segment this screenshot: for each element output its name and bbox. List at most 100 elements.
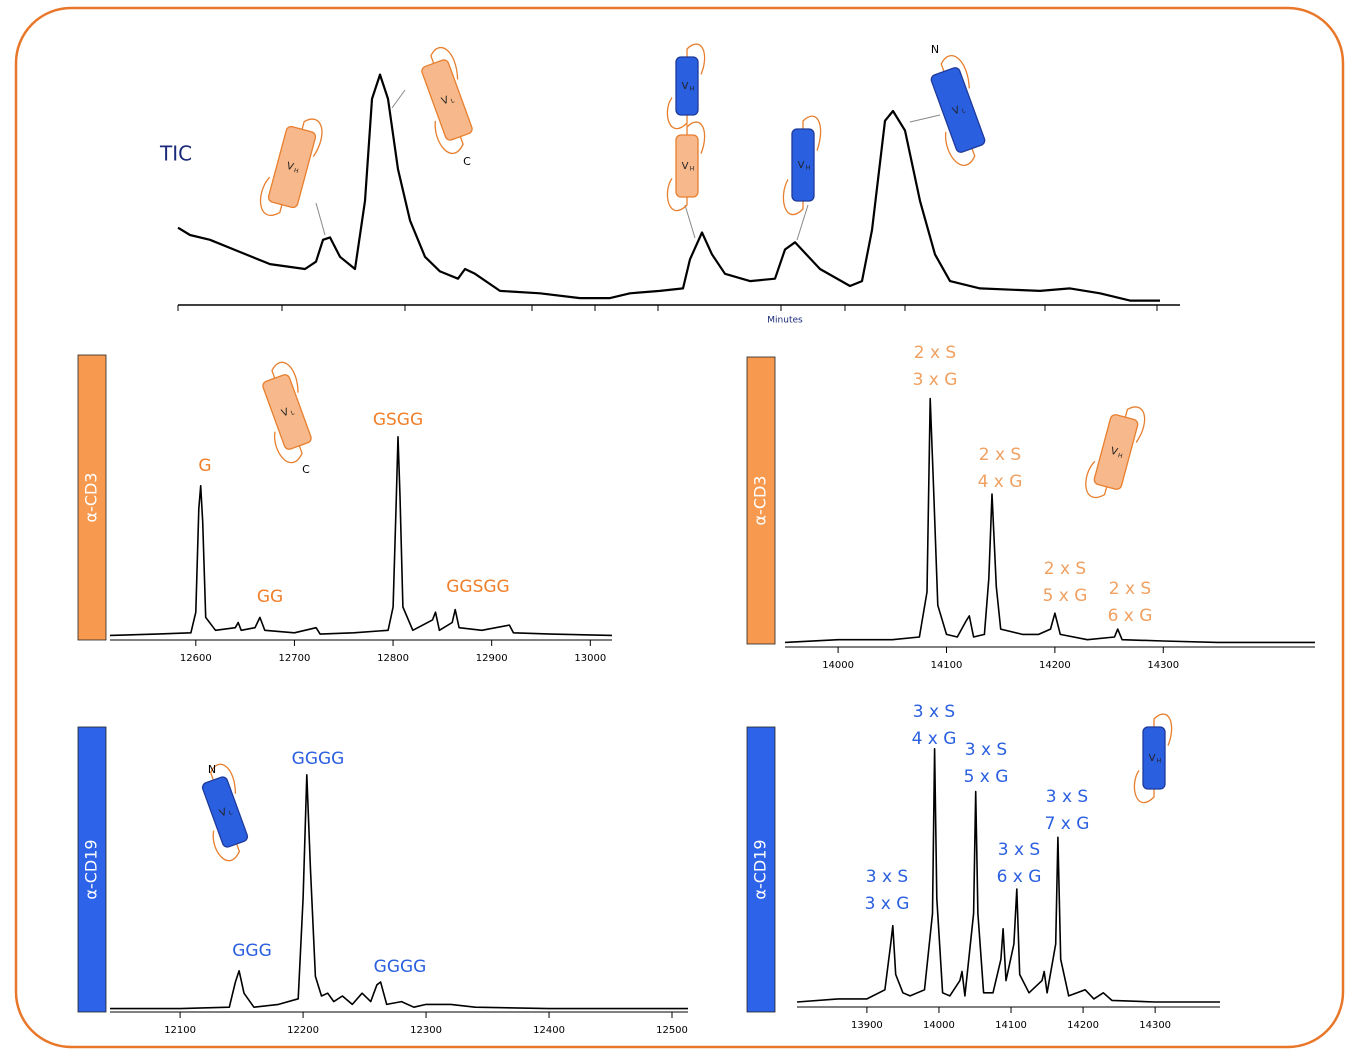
peak-annotation: 3 x S (866, 867, 908, 887)
leader-line (391, 89, 406, 109)
x-tick-label: 13000 (574, 653, 606, 664)
linker-loop (1153, 713, 1173, 746)
peak-annotation: GGSGG (446, 577, 509, 597)
linker-loop (209, 763, 237, 794)
linker-loop (212, 830, 241, 862)
domain-label: V (440, 95, 450, 108)
domain-sub: L (290, 409, 296, 417)
x-tick-label: 12400 (533, 1025, 565, 1036)
domain-box (1093, 414, 1139, 490)
x-tick-label: 12600 (180, 653, 212, 664)
panel-label-bar (746, 356, 776, 645)
x-tick-label: 12500 (656, 1025, 688, 1036)
panel-label-bar (77, 354, 107, 641)
domain-icon: VH (1085, 406, 1146, 498)
x-tick-label: 12700 (279, 653, 311, 664)
linker-loop (430, 46, 459, 80)
linker-loop (301, 118, 323, 157)
domain-label: V (280, 407, 290, 420)
linker-loop (274, 431, 303, 464)
domain-label: V (285, 161, 295, 173)
trace (177, 73, 1160, 302)
frame (14, 6, 1345, 1049)
x-tick-label: 13900 (851, 1020, 883, 1031)
panel-label-bar (746, 726, 776, 1013)
domain-label: V (951, 105, 961, 118)
panel-label: α-CD3 (82, 473, 101, 523)
x-tick-label: 14200 (1067, 1020, 1099, 1031)
peak-annotation: 2 x S (1109, 579, 1151, 599)
trace (109, 436, 613, 637)
x-tick-label: 12300 (410, 1025, 442, 1036)
leader-line (796, 204, 809, 241)
x-tick-label: 14000 (923, 1020, 955, 1031)
domain-box (267, 125, 317, 209)
domain-sub: L (961, 107, 967, 115)
peak-annotation: 2 x S (914, 343, 956, 363)
linker-loop (802, 115, 822, 151)
domain-box (675, 56, 699, 116)
linker-loop (1124, 406, 1146, 443)
peak-annotation: GGGG (374, 957, 427, 977)
peak-annotation: 3 x G (913, 370, 958, 390)
trace (796, 748, 1220, 1003)
leader-line (315, 202, 326, 236)
linker-loop (782, 179, 804, 216)
leader-lines (315, 89, 941, 241)
peak-annotation: 6 x G (1108, 606, 1153, 626)
peak-annotation: 3 x S (998, 840, 1040, 860)
peak-annotation: GGG (232, 941, 272, 961)
panel-label: α-CD3 (751, 476, 770, 526)
linker-loop (1133, 770, 1155, 804)
domain-box (421, 59, 473, 141)
peak-annotation: 7 x G (1045, 814, 1090, 834)
domain-sub: H (1157, 758, 1162, 765)
trace (784, 397, 1315, 644)
peak-annotation: 6 x G (997, 867, 1042, 887)
peak-annotation: G (198, 456, 211, 476)
x-tick-label: 14000 (822, 660, 854, 671)
linker-loop (686, 43, 706, 75)
terminus-label: C (302, 463, 310, 476)
domain-sub: H (806, 165, 811, 172)
x-tick-label: 14300 (1147, 660, 1179, 671)
domain-sub: H (293, 167, 299, 175)
terminus-label: C (463, 155, 471, 168)
domain-sub: L (228, 809, 234, 817)
domain-label: V (682, 161, 689, 172)
x-axis-label: Minutes (767, 316, 803, 326)
x-tick-label: 12800 (377, 653, 409, 664)
tic-title: TIC (159, 142, 192, 166)
peak-annotation: GG (257, 587, 283, 607)
domain-sub: L (450, 97, 456, 105)
x-tick-label: 14200 (1039, 660, 1071, 671)
linker-loop (945, 131, 976, 166)
leader-line (684, 204, 696, 239)
leader-line (909, 114, 941, 123)
domain-icon: VH (259, 118, 323, 216)
terminus-label: N (208, 763, 216, 776)
domain-box (930, 67, 986, 153)
linker-loop (666, 97, 688, 130)
peak-annotation: GSGG (373, 410, 423, 430)
trace (110, 774, 688, 1010)
linker-loop (666, 178, 688, 212)
linker-loop (940, 55, 970, 89)
peak-annotation: GGGG (292, 749, 345, 769)
x-tick-label: 12900 (476, 653, 508, 664)
panel-label: α-CD19 (751, 839, 770, 899)
domain-label: V (1149, 753, 1156, 764)
domain-sub: H (690, 166, 695, 173)
domain-box (201, 776, 249, 848)
domain-box (262, 374, 312, 450)
domain-box (1142, 726, 1166, 790)
x-tick-label: 14100 (995, 1020, 1027, 1031)
peak-annotation: 5 x G (964, 767, 1009, 787)
terminus-label: N (931, 43, 939, 56)
peak-annotation: 5 x G (1043, 586, 1088, 606)
